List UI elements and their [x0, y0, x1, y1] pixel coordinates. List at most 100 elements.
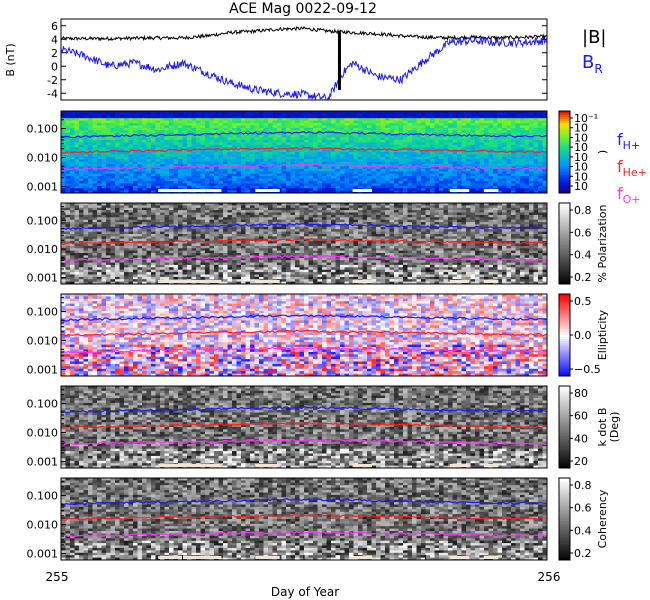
ytick-label: 0.010 [27, 427, 59, 440]
data-gap-strip [352, 280, 373, 283]
panel-coherency: 0.100 0.010 0.001 0.8 0.6 0.4 0.2 Coherency [27, 477, 609, 561]
colorbar-polarization: 0.8 0.6 0.4 0.2 % Polarization [558, 202, 609, 285]
colorbar-tick-label: 10 [574, 151, 588, 164]
ytick-label: 0.100 [27, 214, 59, 227]
panel-ellipticity: 0.100 0.010 0.001 0.5 0.0 −0.5 Ellipticity [27, 293, 609, 377]
panel-frame [60, 385, 548, 469]
data-gap-strip [206, 189, 222, 192]
freq-line-f-heplus [60, 421, 548, 429]
freq-legend-entry: fH+ [617, 130, 640, 152]
panel-k-dot-b: 0.100 0.010 0.001 80 60 40 20 k dot B (Deg) [27, 385, 621, 469]
colorbar-label: % Polarization [596, 205, 609, 283]
heatmap-cells-polarization [61, 203, 548, 285]
data-gap-strip [255, 189, 280, 192]
freq-line-f-hplus [60, 131, 548, 139]
ytick-label: 0.001 [27, 548, 59, 561]
colorbar-tick-label: 10 [574, 141, 588, 154]
freq-line-f-hplus [60, 498, 548, 506]
data-gap-strip [449, 556, 470, 559]
ytick-label: 0.100 [27, 122, 59, 135]
data-gap-strip [352, 464, 373, 467]
ytick-label: 0.001 [27, 364, 59, 377]
freq-line-f-heplus [60, 513, 548, 521]
data-gap-strip [483, 280, 499, 283]
mag-ytick-label: 2 [51, 47, 58, 60]
x-axis-label: Day of Year [271, 585, 339, 599]
panel-frame [60, 202, 548, 285]
colorbar-label: ) [596, 150, 609, 154]
colorbar-k-dot-b: 80 60 40 20 k dot B (Deg) [558, 385, 621, 469]
freq-line-f-oplus [60, 346, 548, 354]
x-axis: 255 256 Day of Year [46, 570, 561, 599]
panel-frame [60, 293, 548, 377]
data-gap-strip [158, 189, 207, 192]
freq-line-f-hplus [60, 314, 548, 322]
mag-legend-entry: |B| [582, 27, 606, 48]
colorbar-ellipticity: 0.5 0.0 −0.5 Ellipticity [558, 293, 609, 377]
colorbar-tick-label: 40 [574, 432, 588, 445]
mag-legend: |B| BR [582, 27, 606, 76]
figure-title: ACE Mag 0022-09-12 [229, 1, 377, 17]
freq-line-f-oplus [61, 254, 548, 262]
colorbar-tick-label: 0.6 [574, 226, 592, 239]
colorbar-tick-label: 0.2 [574, 271, 592, 284]
ytick-label: 0.010 [27, 152, 59, 165]
mag-ylabel: B (nT) [4, 43, 17, 76]
freq-legend-entry: fO+ [617, 184, 641, 206]
colorbar-tick-label: 0.4 [574, 249, 592, 262]
heatmap-cells-coherency [61, 478, 548, 561]
colorbar-tick-label: 0.2 [574, 547, 592, 560]
freq-legend-entry: fHe+ [617, 157, 647, 179]
data-gap-strip [449, 189, 470, 192]
freq-line-f-oplus [60, 438, 548, 446]
data-gap-strip [255, 556, 280, 559]
ytick-label: 0.001 [27, 181, 59, 194]
data-gap-strip [158, 464, 207, 467]
colorbar-tick-label: −0.5 [574, 363, 601, 376]
colorbar-tick-label: 10 [574, 170, 588, 183]
ytick-label: 0.100 [27, 305, 59, 318]
colorbar-tick-label: 20 [574, 455, 588, 468]
colorbar-tick-label: 10⁻¹ [574, 112, 598, 125]
mag-ytick-label: 6 [51, 20, 58, 33]
colorbar-frame [558, 385, 571, 469]
colorbar-tick-label: 10 [574, 161, 588, 174]
data-gap-strip [352, 556, 373, 559]
colorbar-frame [558, 202, 571, 285]
colorbar-tick-label: 10 [574, 122, 588, 135]
colorbar-label-units: (Deg) [608, 412, 621, 443]
data-gap-strip [206, 280, 222, 283]
data-gap-strip [206, 464, 222, 467]
colorbar-tick-label: 0.0 [574, 329, 592, 342]
colorbar-tick-label: 0.8 [574, 479, 592, 492]
freq-line-f-hplus [60, 406, 548, 414]
colorbar-frame [558, 477, 571, 561]
freq-line-f-heplus [60, 238, 548, 246]
freq-line-f-hplus [60, 222, 548, 231]
ytick-label: 0.010 [27, 243, 59, 256]
data-gap-strip [352, 189, 373, 192]
freq-line-f-heplus [60, 329, 548, 337]
mag-series-line-0 [61, 25, 547, 42]
freq-line-f-heplus [60, 146, 548, 154]
colorbar-label: Coherency [596, 489, 609, 548]
colorbar-tick-label: 0.4 [574, 524, 592, 537]
mag-ytick-label: -4 [47, 87, 58, 100]
ytick-label: 0.010 [27, 519, 59, 532]
ytick-label: 0.100 [27, 397, 59, 410]
mag-series-line-1 [61, 35, 547, 100]
data-gap-strip [158, 280, 207, 283]
mag-ytick-label: 4 [51, 33, 58, 46]
data-gap-strip [449, 464, 470, 467]
mag-panel-frame [60, 18, 548, 101]
x-tick-label-end: 256 [538, 570, 561, 584]
ytick-label: 0.001 [27, 272, 59, 285]
colorbar-tick-label: 10 [574, 131, 588, 144]
data-gap-strip [483, 464, 499, 467]
freq-legend: fH+ fHe+ fO+ [617, 130, 647, 206]
ytick-label: 0.100 [27, 489, 59, 502]
heatmap-cells-power-spectrum [61, 111, 548, 194]
